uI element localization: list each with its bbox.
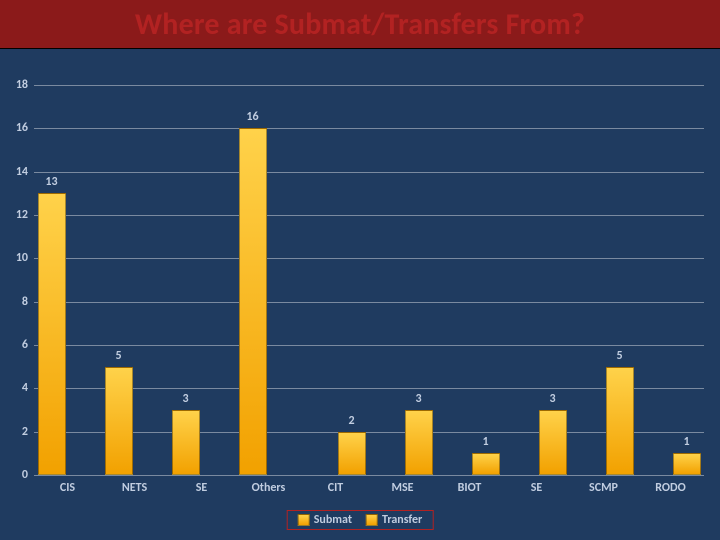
y-axis-label: 18 xyxy=(0,78,28,92)
bar-value-label: 3 xyxy=(166,392,206,406)
y-axis-label: 4 xyxy=(0,381,28,395)
bar-value-label: 2 xyxy=(332,414,372,428)
bar xyxy=(239,128,267,475)
x-axis-label: SCMP xyxy=(589,481,618,495)
x-axis-label: CIS xyxy=(60,481,75,495)
slide-title: Where are Submat/Transfers From? xyxy=(0,0,720,52)
gridline xyxy=(34,388,704,389)
x-axis-label: BIOT xyxy=(458,481,482,495)
gridline xyxy=(34,172,704,173)
x-axis-label: CIT xyxy=(328,481,344,495)
bar-value-label: 1 xyxy=(466,435,506,449)
x-axis-label: SE xyxy=(196,481,208,495)
legend-item: Submat xyxy=(298,513,352,527)
bar-value-label: 5 xyxy=(600,349,640,363)
bar-value-label: 5 xyxy=(99,349,139,363)
plot-area: 024681012141618CIS13NETS5SE3Others16CIT2… xyxy=(34,85,704,475)
bar xyxy=(405,410,433,475)
bar xyxy=(472,453,500,475)
bar-value-label: 16 xyxy=(233,110,273,124)
gridline xyxy=(34,432,704,433)
gridline xyxy=(34,475,704,476)
y-axis-label: 14 xyxy=(0,165,28,179)
bar-value-label: 1 xyxy=(667,435,707,449)
legend-item: Transfer xyxy=(366,513,422,527)
x-axis-label: RODO xyxy=(655,481,685,495)
gridline xyxy=(34,215,704,216)
x-axis-label: Others xyxy=(252,481,286,495)
bar-value-label: 13 xyxy=(32,175,72,189)
legend-swatch xyxy=(366,514,378,526)
bar xyxy=(539,410,567,475)
gridline xyxy=(34,302,704,303)
x-axis-label: SE xyxy=(531,481,543,495)
gridline xyxy=(34,85,704,86)
y-axis-label: 12 xyxy=(0,208,28,222)
bar xyxy=(338,432,366,475)
gridline xyxy=(34,128,704,129)
y-axis-label: 8 xyxy=(0,295,28,309)
legend-label: Transfer xyxy=(382,513,422,527)
y-axis-label: 16 xyxy=(0,121,28,135)
y-axis-label: 0 xyxy=(0,468,28,482)
legend-swatch xyxy=(298,514,310,526)
bar xyxy=(606,367,634,475)
bar xyxy=(105,367,133,475)
y-axis-label: 2 xyxy=(0,425,28,439)
y-axis-label: 6 xyxy=(0,338,28,352)
x-axis-label: NETS xyxy=(122,481,147,495)
chart-area: 024681012141618CIS13NETS5SE3Others16CIT2… xyxy=(0,55,720,540)
x-axis-label: MSE xyxy=(391,481,413,495)
bar xyxy=(172,410,200,475)
bar xyxy=(673,453,701,475)
gridline xyxy=(34,345,704,346)
bar-value-label: 3 xyxy=(533,392,573,406)
bar xyxy=(38,193,66,475)
legend: Submat Transfer xyxy=(287,510,434,530)
legend-label: Submat xyxy=(314,513,352,527)
gridline xyxy=(34,258,704,259)
bar-value-label: 3 xyxy=(399,392,439,406)
slide: Where are Submat/Transfers From? 0 2 4 6 8 10… xyxy=(0,0,720,540)
y-axis-label: 10 xyxy=(0,251,28,265)
